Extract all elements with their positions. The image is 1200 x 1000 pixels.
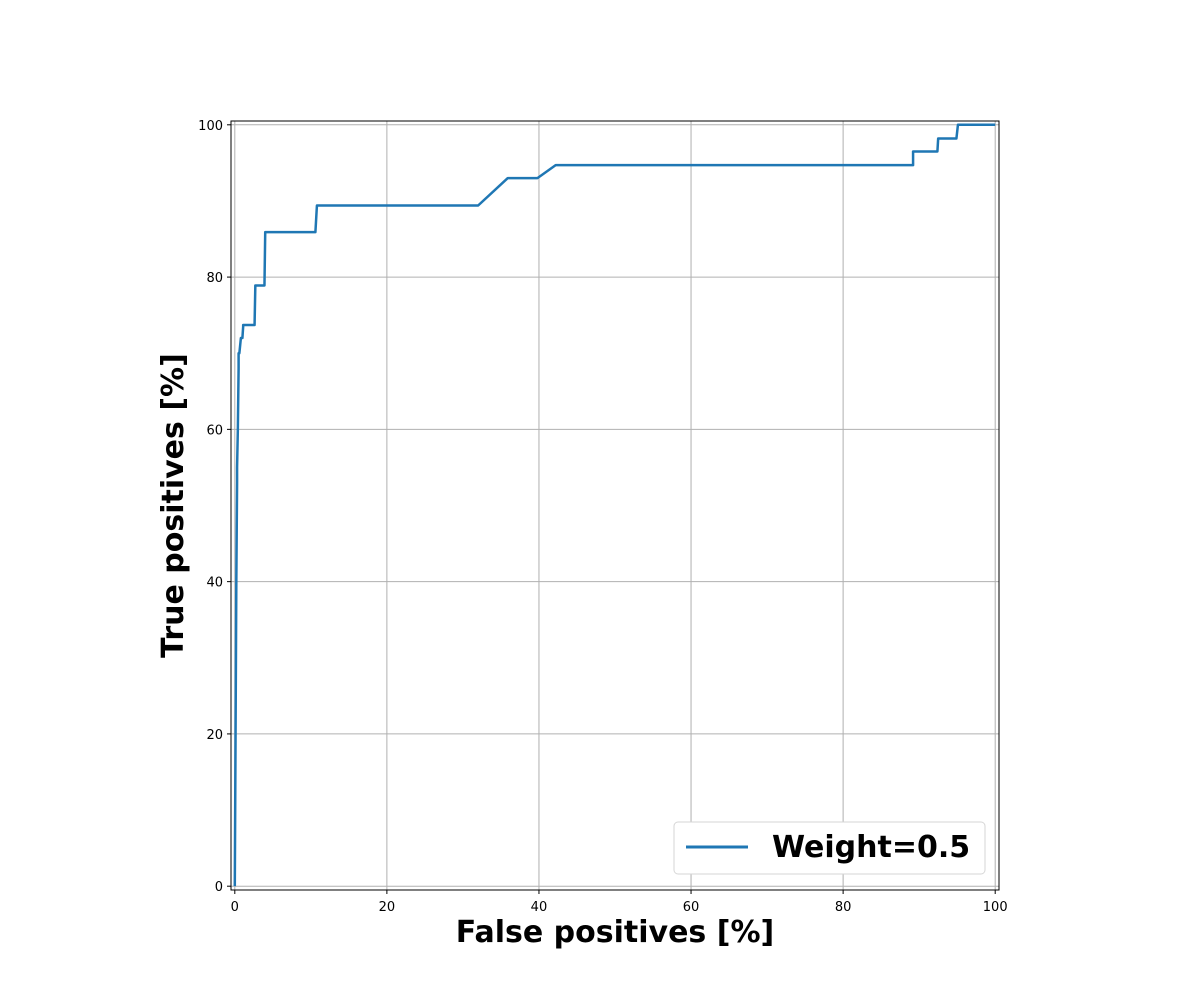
x-axis-title: False positives [%] xyxy=(456,915,774,950)
grid-layer xyxy=(231,121,999,890)
y-tick-label-100: 100 xyxy=(198,119,223,134)
y-tick-label-80: 80 xyxy=(206,271,223,286)
x-tick-label-60: 60 xyxy=(683,900,700,915)
axes-frame xyxy=(230,120,1000,891)
legend-box xyxy=(673,821,986,875)
y-axis-title: True positives [%] xyxy=(156,353,191,658)
x-tick-label-80: 80 xyxy=(835,900,852,915)
legend: Weight=0.5 xyxy=(673,821,986,875)
legend-label: Weight=0.5 xyxy=(772,830,970,865)
x-tick-label-20: 20 xyxy=(379,900,396,915)
tick-layer: 0 20 40 60 80 100 0 20 40 60 80 100 xyxy=(198,119,1007,915)
y-tick-label-60: 60 xyxy=(206,423,223,438)
y-tick-label-0: 0 xyxy=(215,880,223,895)
series-layer xyxy=(233,123,996,887)
x-tick-label-40: 40 xyxy=(531,900,548,915)
series-line-0 xyxy=(233,123,996,887)
x-tick-label-100: 100 xyxy=(983,900,1008,915)
y-tick-label-40: 40 xyxy=(206,576,223,591)
y-tick-label-20: 20 xyxy=(206,728,223,743)
x-tick-label-0: 0 xyxy=(231,900,239,915)
